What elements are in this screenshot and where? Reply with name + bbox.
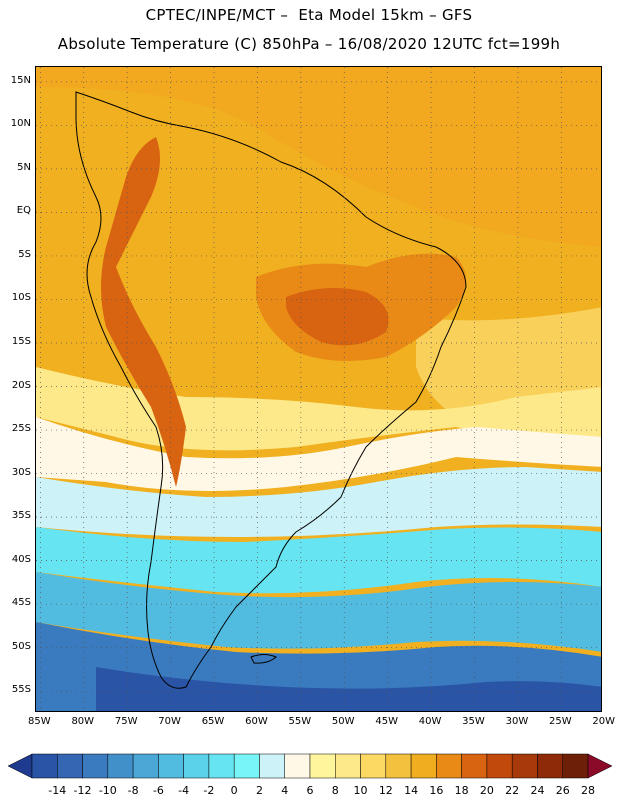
lon-tick-label: 45W [375,716,398,727]
colorbar-swatch [537,753,563,779]
lat-tick-label: 25S [11,423,31,435]
lon-tick-label: 25W [549,716,572,727]
lon-tick-label: 30W [505,716,529,727]
lon-tick-label: 50W [331,716,355,727]
colorbar-swatch [511,753,538,779]
lon-tick-label: 40W [418,716,442,727]
lat-tick-label: 5N [17,161,31,173]
lat-tick-label: 40S [11,553,31,565]
hot-core-inner [286,288,389,346]
lat-tick-label: 35S [11,510,31,522]
lat-tick-label: 15N [10,74,31,86]
lon-tick-label: 75W [114,716,138,727]
colorbar-swatch [486,753,513,779]
lat-tick-label: 50S [11,640,31,652]
colorbar-level-label: 10 [353,784,368,797]
colorbar-level-label: -14 [48,784,67,797]
colorbar-level-label: -8 [127,784,139,797]
colorbar-level-label: 4 [281,784,289,797]
colorbar-swatch [360,753,387,779]
colorbar-level-label: -6 [152,784,164,797]
colorbar-min-arrow [7,753,33,779]
lat-tick-label: 45S [11,597,31,609]
lon-tick-label: 85W [28,716,51,727]
lat-tick-label: 30S [11,466,31,478]
colorbar-level-label: 6 [306,784,314,797]
colorbar-level-label: 12 [378,784,393,797]
colorbar-level-label: 26 [555,784,570,797]
field-band-cyan [36,527,601,594]
colorbar-level-label: -4 [178,784,190,797]
lat-tick-label: 15S [11,335,31,347]
lon-tick-label: 20W [592,716,616,727]
lon-tick-label: 55W [288,716,312,727]
colorbar [7,753,613,779]
lon-tick-label: 60W [245,716,268,727]
colorbar-swatch [183,753,210,779]
lat-tick-label: 10N [10,118,31,130]
lon-tick-label: 65W [201,716,225,727]
lon-tick-label: 35W [462,716,485,727]
colorbar-swatch [461,753,488,779]
colorbar-level-label: 0 [230,784,238,797]
colorbar-level-label: 14 [404,784,419,797]
colorbar-swatch [562,753,589,779]
temperature-field [36,67,601,711]
colorbar-swatch [259,753,285,779]
lat-tick-label: 55S [11,684,31,696]
colorbar-level-label: 28 [581,784,595,797]
colorbar-swatch [107,753,134,779]
chart-title-line1: CPTEC/INPE/MCT – Eta Model 15km – GFS [145,6,473,24]
lat-tick-label: 20S [11,379,31,391]
colorbar-level-label: 18 [454,784,469,797]
colorbar-max-arrow [587,753,613,779]
south-america-coastline [75,91,467,689]
colorbar-level-label: -12 [73,784,92,797]
colorbar-level-label: 20 [479,784,494,797]
colorbar-level-label: 2 [255,784,263,797]
field-band-medium-cyan [36,572,601,652]
field-band-north [36,67,601,247]
colorbar-swatch [158,753,184,779]
temperature-map [35,66,602,712]
colorbar-swatch [31,753,58,779]
colorbar-swatch [208,753,235,779]
colorbar-swatch [82,753,109,779]
lat-tick-label: 10S [11,292,31,304]
colorbar-swatch [233,753,260,779]
field-band-dark-blue [96,667,601,711]
colorbar-swatch [309,753,336,779]
field-band-yellow-east [416,307,601,417]
colorbar-level-label: -10 [98,784,117,797]
colorbar-swatch [335,753,361,779]
colorbar-swatch [436,753,462,779]
colorbar-level-label: -2 [203,784,215,797]
andes-warm-ridge [101,137,186,487]
colorbar-swatch [57,753,83,779]
colorbar-swatch [284,753,311,779]
colorbar-swatch [410,753,437,779]
chart-title-line2: Absolute Temperature (C) 850hPa – 16/08/… [57,35,561,53]
colorbar-swatch [385,753,412,779]
colorbar-level-label: 8 [331,784,339,797]
colorbar-level-label: 24 [530,784,545,797]
lon-tick-label: 80W [71,716,95,727]
lon-tick-label: 70W [158,716,181,727]
colorbar-level-label: 16 [429,784,444,797]
colorbar-level-label: 22 [505,784,520,797]
falklands-outline [250,654,277,664]
lat-tick-label: 5S [18,248,31,260]
field-band-light-cyan [36,467,601,537]
colorbar-swatch [132,753,159,779]
lat-tick-label: EQ [16,205,31,217]
